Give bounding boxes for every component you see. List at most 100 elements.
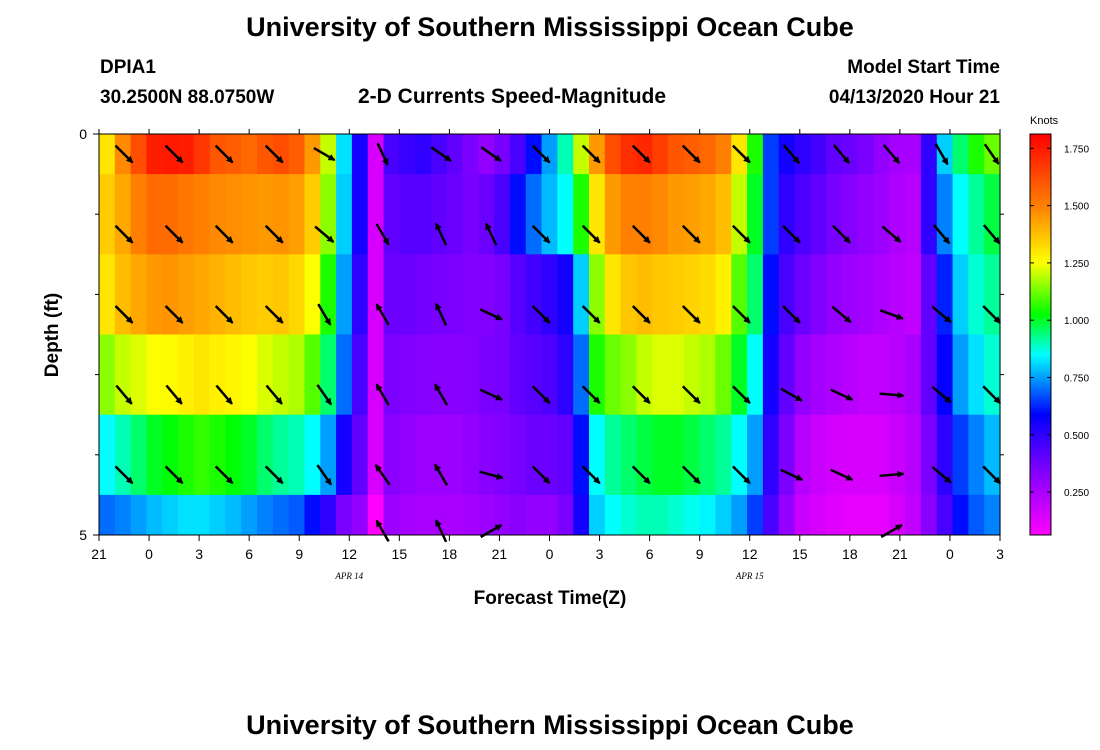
heatmap-cell [446, 414, 464, 496]
current-vector-arrow [581, 385, 601, 404]
heatmap-cell [826, 494, 843, 536]
heatmap-cell [573, 174, 590, 255]
heatmap-cell [952, 334, 969, 416]
heatmap-cell [762, 134, 780, 175]
current-vector-arrow [214, 224, 234, 244]
current-vector-arrow [681, 305, 701, 324]
heatmap-cell [146, 254, 163, 335]
heatmap-cell [557, 414, 574, 496]
heatmap-cell [399, 334, 416, 416]
heatmap-cell [920, 334, 938, 416]
heatmap-cell [905, 494, 922, 536]
current-vector-arrow [531, 305, 551, 324]
current-vector-arrow [264, 224, 284, 244]
heatmap-cell [225, 414, 242, 496]
current-vector-arrow [214, 305, 234, 324]
current-vector-arrow [879, 391, 905, 399]
current-vector-arrow [433, 383, 449, 406]
heatmap-cell [968, 494, 985, 536]
heatmap-cell [841, 414, 859, 496]
heatmap-cell [905, 174, 922, 255]
heatmap-cell [462, 334, 479, 416]
heatmap-cell [905, 334, 922, 416]
x-tick-label: 21 [892, 546, 908, 562]
heatmap-cell [889, 414, 906, 496]
heatmap-cell [304, 254, 321, 335]
heatmap-cell [636, 134, 653, 175]
heatmap-cell [446, 494, 464, 536]
heatmap-cell [936, 134, 954, 175]
heatmap-cell [320, 494, 337, 536]
heatmap-cell [604, 254, 622, 335]
heatmap-cell [494, 174, 511, 255]
current-vector-arrow [581, 305, 601, 324]
heatmap-cell [920, 254, 938, 335]
current-vector-arrow [215, 384, 233, 405]
x-tick-label: 9 [696, 546, 704, 562]
heatmap-cell [794, 134, 811, 175]
heatmap-cell [288, 254, 306, 335]
current-vector-arrow [484, 222, 498, 246]
heatmap-cell [747, 254, 764, 335]
heatmap-cell [114, 414, 132, 496]
heatmap-cell [778, 174, 796, 255]
heatmap-cell [146, 134, 163, 175]
heatmap-cell [810, 334, 827, 416]
heatmap-cell [652, 414, 669, 496]
heatmap-cell [683, 254, 701, 335]
current-vector-arrow [782, 224, 801, 244]
heatmap-cell [99, 334, 116, 416]
heatmap-cell [509, 494, 527, 536]
chart-subtitle: 2-D Currents Speed-Magnitude [358, 85, 667, 108]
heatmap-cell [826, 334, 843, 416]
current-vector-arrow [214, 144, 234, 164]
heatmap-cell [193, 174, 211, 255]
heatmap-cell [288, 494, 306, 536]
y-tick-label: 5 [79, 527, 87, 543]
current-vector-arrow [164, 224, 184, 244]
heatmap-cell [462, 254, 479, 335]
heatmap-cell [794, 254, 811, 335]
current-vector-arrow [681, 224, 701, 244]
heatmap-cell [778, 254, 796, 335]
x-date-label: APR 15 [735, 571, 764, 581]
current-vector-arrow [264, 144, 284, 164]
heatmap-cell [699, 174, 717, 255]
heatmap-cell [209, 254, 227, 335]
heatmap-cell [810, 494, 827, 536]
heatmap-cell [478, 494, 495, 536]
heatmap-cell [162, 174, 179, 255]
x-tick-label: 3 [996, 546, 1004, 562]
heatmap-cell [383, 174, 400, 255]
heatmap-cell [272, 334, 290, 416]
heatmap-cell [478, 134, 495, 175]
station-coordinates: 30.2500N 88.0750W [100, 87, 275, 108]
current-vector-arrow [531, 465, 551, 485]
current-vector-arrow [375, 223, 390, 246]
y-axis-label: Depth (ft) [42, 293, 63, 377]
heatmap-cell [494, 414, 511, 496]
heatmap-cell [573, 254, 590, 335]
heatmap-cell [241, 494, 258, 536]
heatmap-cell [936, 494, 954, 536]
heatmap-cell [557, 134, 574, 175]
heatmap-cell [336, 254, 353, 335]
current-vector-arrow [164, 465, 184, 485]
heatmap-cell [968, 254, 985, 335]
heatmap-cell [114, 334, 132, 416]
heatmap-cell [383, 494, 400, 536]
current-vector-arrow [434, 519, 448, 543]
heatmap-cell [272, 134, 290, 175]
heatmap-cell [209, 494, 227, 536]
current-vector-arrow [316, 384, 333, 406]
current-vector-arrow [314, 225, 335, 243]
heatmap-cell [130, 174, 148, 255]
heatmap-cell [494, 134, 511, 175]
heatmap-cell [699, 494, 717, 536]
heatmap-cell [320, 334, 337, 416]
current-vector-arrow [780, 387, 803, 402]
heatmap-cell [367, 414, 385, 496]
heatmap-cell [257, 334, 274, 416]
current-vector-arrow [782, 144, 801, 165]
heatmap-cell [589, 494, 606, 536]
